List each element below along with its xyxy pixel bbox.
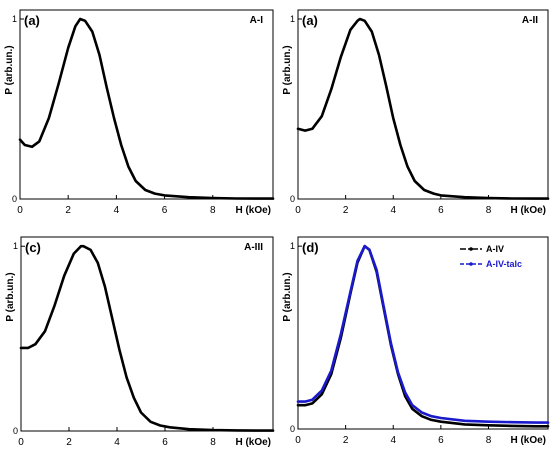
- x-tick-label: 2: [343, 205, 349, 216]
- y-tick-label: 0: [12, 194, 17, 204]
- y-tick-label: 0: [290, 194, 295, 204]
- y-axis-label: P (arb.un.): [4, 45, 15, 94]
- x-tick-label: 2: [66, 437, 72, 448]
- chart-panel-4: 0 2 4 6 8 0 1 H (kOe) P (arb.un.) (d) A-IV A-IV-tal…: [282, 236, 550, 446]
- x-tick-label: 6: [438, 205, 444, 216]
- y-tick-label: 1: [290, 14, 295, 24]
- x-tick-label: 6: [162, 205, 168, 216]
- y-tick-label: 1: [12, 14, 17, 24]
- plot-frame: [19, 9, 274, 200]
- x-tick-label: 8: [210, 437, 216, 448]
- sample-label: A-II: [522, 15, 538, 26]
- series-line-1: [19, 244, 275, 432]
- x-axis-label: H (kOe): [235, 205, 271, 216]
- x-tick-label: 8: [210, 205, 216, 216]
- legend-marker-2: [469, 262, 473, 266]
- y-tick-label: 1: [290, 241, 295, 251]
- x-tick-label: 4: [390, 435, 396, 446]
- x-tick-label: 0: [295, 435, 301, 446]
- y-tick-label: 1: [13, 241, 18, 251]
- x-tick-label: 2: [343, 435, 349, 446]
- x-tick-label: 4: [114, 205, 120, 216]
- x-tick-label: 0: [17, 205, 23, 216]
- sample-label: A-III: [244, 242, 263, 253]
- x-tick-label: 8: [486, 435, 492, 446]
- y-axis-label: P (arb.un.): [282, 272, 293, 321]
- y-tick-label: 0: [290, 424, 295, 434]
- series-line-1: [296, 244, 550, 428]
- legend-marker-1: [469, 247, 473, 251]
- y-tick-label: 0: [13, 426, 18, 436]
- chart-panel-3: 0 2 4 6 8 0 1 H (kOe) P (arb.un.) (c) A-III: [5, 236, 275, 448]
- x-tick-label: 6: [162, 437, 168, 448]
- series-line-1: [296, 17, 550, 200]
- panel-label: (d): [302, 240, 319, 255]
- sample-label: A-I: [250, 15, 264, 26]
- panel-label: (a): [24, 13, 40, 28]
- x-tick-label: 0: [295, 205, 301, 216]
- chart-panel-2: 0 2 4 6 8 0 1 H (kOe) P (arb.un.) (a) A-II: [282, 9, 550, 216]
- x-tick-label: 4: [390, 205, 396, 216]
- series-line-2: [296, 244, 550, 424]
- y-axis-label: P (arb.un.): [5, 272, 16, 321]
- x-axis-label: H (kOe): [510, 205, 546, 216]
- x-axis-label: H (kOe): [235, 437, 271, 448]
- panel-label: (c): [25, 240, 41, 255]
- series-line-1: [18, 17, 275, 200]
- x-tick-label: 8: [486, 205, 492, 216]
- x-tick-label: 0: [18, 437, 24, 448]
- legend-label-2: A-IV-talc: [486, 259, 522, 269]
- x-tick-label: 4: [114, 437, 120, 448]
- plot-frame: [297, 9, 549, 200]
- plot-frame: [20, 236, 274, 432]
- legend-label-1: A-IV: [486, 244, 504, 254]
- x-axis-label: H (kOe): [510, 435, 546, 446]
- x-tick-label: 6: [438, 435, 444, 446]
- panel-label: (a): [302, 13, 318, 28]
- y-axis-label: P (arb.un.): [282, 45, 293, 94]
- chart-panel-1: 0 2 4 6 8 0 1 H (kOe) P (arb.un.) (a) A-I: [4, 9, 275, 216]
- x-tick-label: 2: [65, 205, 71, 216]
- plot-frame: [297, 236, 549, 430]
